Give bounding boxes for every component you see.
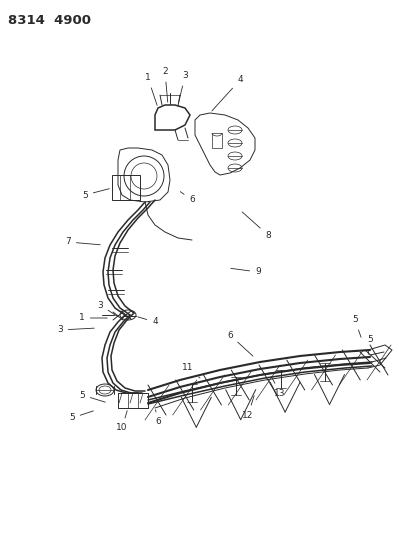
Text: 8: 8 — [242, 212, 271, 239]
Text: 13: 13 — [271, 376, 286, 398]
Text: 5: 5 — [69, 411, 93, 423]
Text: 4: 4 — [138, 317, 158, 327]
Text: 5: 5 — [82, 189, 109, 199]
Text: 5: 5 — [352, 316, 361, 337]
Text: 6: 6 — [227, 330, 253, 356]
Text: 1: 1 — [145, 74, 157, 106]
Text: 5: 5 — [79, 391, 105, 402]
Text: 10: 10 — [116, 410, 128, 432]
Text: 3: 3 — [179, 71, 188, 102]
Text: 2: 2 — [162, 68, 168, 102]
Text: 1: 1 — [79, 313, 107, 322]
Text: 8314  4900: 8314 4900 — [8, 14, 91, 27]
Text: 3: 3 — [97, 301, 118, 317]
Text: 7: 7 — [65, 238, 100, 246]
Text: 6: 6 — [180, 192, 195, 205]
Text: 9: 9 — [231, 268, 261, 277]
Text: 11: 11 — [182, 364, 200, 378]
Text: 3: 3 — [57, 326, 94, 335]
Text: 6: 6 — [155, 410, 161, 426]
Text: 5: 5 — [367, 335, 373, 354]
Text: 4: 4 — [212, 76, 243, 111]
Text: 12: 12 — [242, 395, 254, 419]
